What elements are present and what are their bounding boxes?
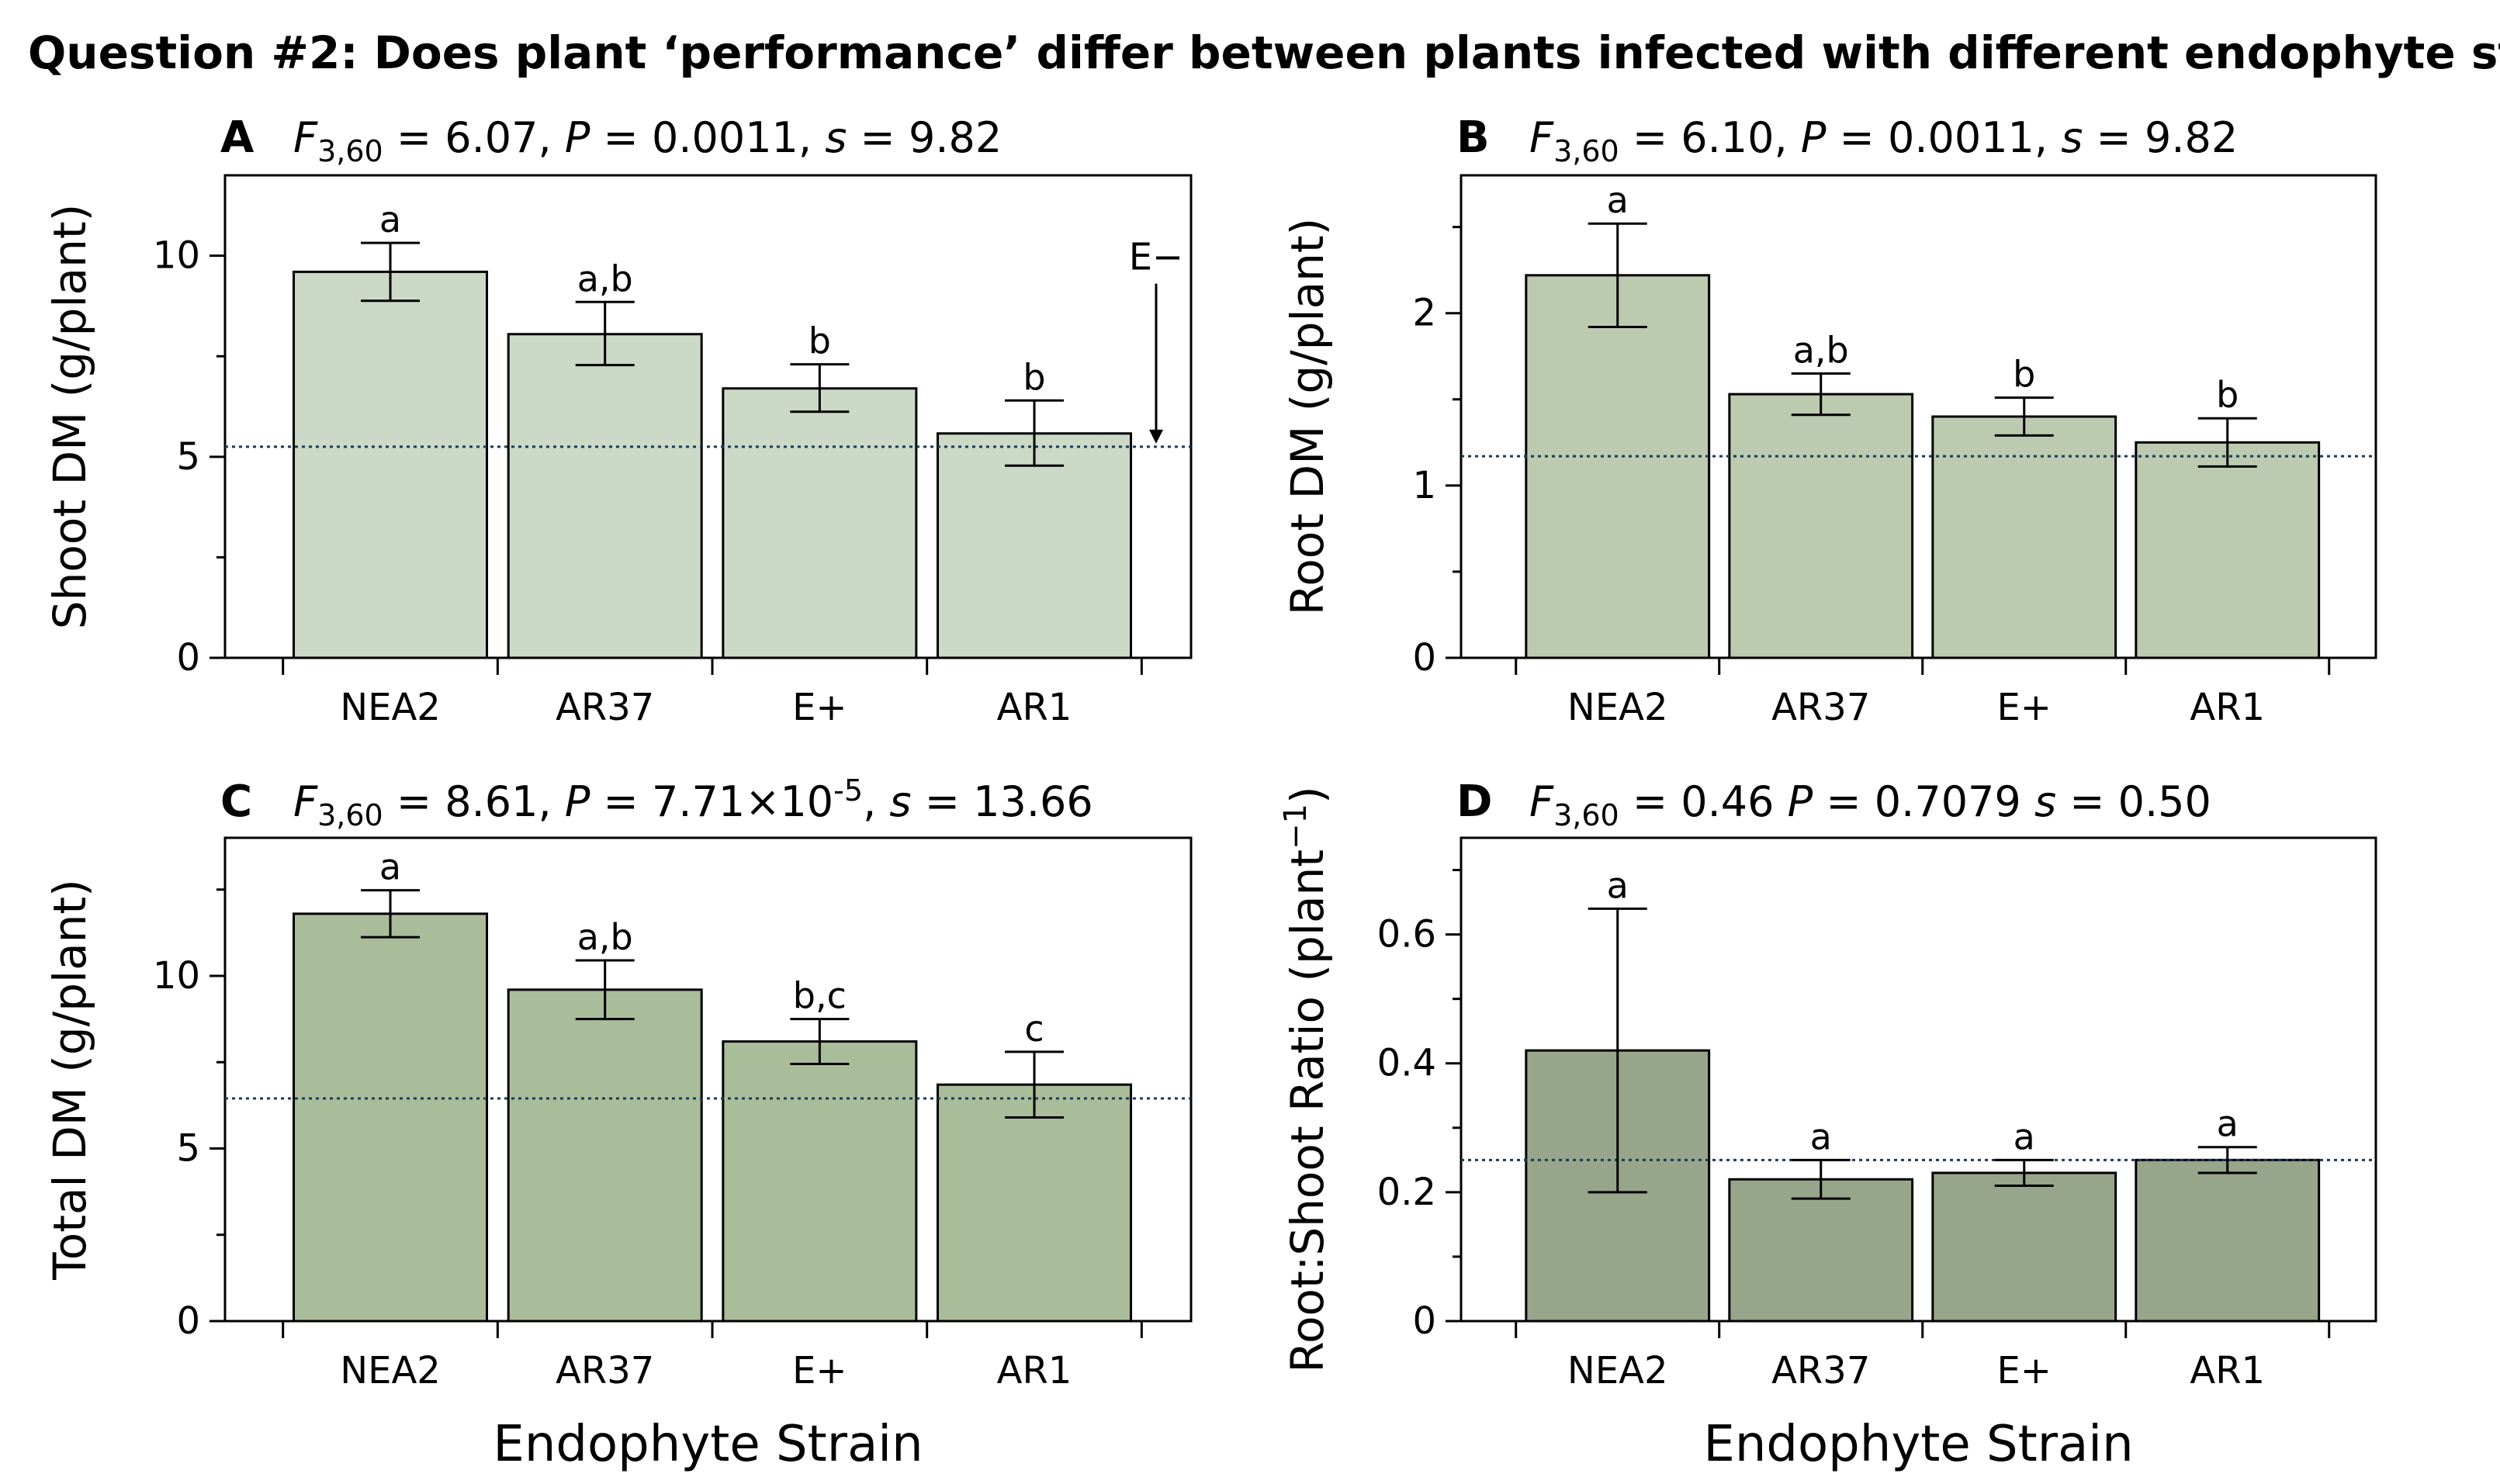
bar-nea2 <box>293 912 489 1323</box>
y-tick-label: 0 <box>176 1299 200 1343</box>
y-tick-label: 0.6 <box>1377 913 1436 956</box>
plot-frame <box>1459 836 2377 1323</box>
x-tick-label: AR37 <box>1771 686 1870 729</box>
x-tick-label: AR37 <box>556 686 654 729</box>
bar-ar37 <box>1728 1178 1914 1323</box>
significance-letter: a <box>1607 179 1629 221</box>
x-tick-label: NEA2 <box>340 686 441 729</box>
x-tick-label: AR1 <box>2190 686 2265 729</box>
x-axis-label: Endophyte Strain <box>1703 1416 2133 1473</box>
y-tick-label: 5 <box>176 1127 200 1171</box>
panel-b: B F3,60 = 6.10, P = 0.0011, s = 9.82 a a,b b… <box>1281 112 2377 729</box>
x-tick-label: NEA2 <box>1567 686 1668 729</box>
y-axis-label: Root:Shoot Ratio (plant−1) <box>1278 786 1334 1372</box>
y-tick-label: 2 <box>1412 292 1436 335</box>
significance-letter: a,b <box>577 258 633 299</box>
panel-c: C F3,60 = 8.61, P = 7.71×10-5, s = 13.66 a… <box>43 773 1193 1473</box>
bar-ar1 <box>2135 1158 2321 1323</box>
plot-frame <box>223 174 1193 659</box>
significance-letter: a <box>379 846 401 888</box>
y-axis-label: Total DM (g/plant) <box>43 879 96 1281</box>
x-tick-label: E+ <box>1996 1349 2052 1392</box>
significance-letter: b <box>1023 356 1045 398</box>
significance-letter: b <box>2216 374 2239 416</box>
plot-frame <box>223 836 1193 1323</box>
x-tick-label: E+ <box>792 1349 847 1392</box>
significance-letter: a <box>1607 864 1629 906</box>
significance-letter: b <box>809 320 831 362</box>
panel-letter: B <box>1456 112 1490 163</box>
bar-eplus <box>722 1040 918 1323</box>
x-tick-label: AR37 <box>556 1349 654 1392</box>
significance-letter: c <box>1024 1008 1044 1050</box>
y-tick-label: 0.2 <box>1377 1171 1436 1214</box>
panel-d: D F3,60 = 0.46 P = 0.7079 s = 0.50 a a a a 0 0.… <box>1278 777 2377 1473</box>
y-axis-label: Root DM (g/plant) <box>1281 218 1334 616</box>
x-tick-label: E+ <box>792 686 847 729</box>
arrow-head-icon <box>1149 429 1163 444</box>
stat-annotation: F3,60 = 6.10, P = 0.0011, s = 9.82 <box>1529 113 2238 168</box>
stat-annotation: F3,60 = 8.61, P = 7.71×10-5, s = 13.66 <box>293 773 1093 832</box>
plot-frame <box>1459 174 2377 659</box>
bar-nea2 <box>293 270 489 659</box>
y-tick-label: 10 <box>153 954 200 998</box>
significance-letter: b <box>2013 354 2035 396</box>
bar-eplus <box>1931 415 2117 659</box>
stat-annotation: F3,60 = 0.46 P = 0.7079 s = 0.50 <box>1529 777 2211 832</box>
y-tick-label: 5 <box>176 435 200 479</box>
x-tick-label: AR1 <box>997 686 1072 729</box>
e-minus-annotation: E− <box>1129 236 1184 279</box>
panel-a: A F3,60 = 6.07, P = 0.0011, s = 9.82 a a,b b… <box>43 112 1193 729</box>
panel-letter: D <box>1456 777 1492 827</box>
y-tick-label: 1 <box>1412 464 1436 507</box>
x-tick-label: AR1 <box>2190 1349 2265 1392</box>
significance-letter: b,c <box>793 975 847 1017</box>
x-tick-label: AR1 <box>997 1349 1072 1392</box>
x-tick-label: E+ <box>1996 686 2052 729</box>
y-tick-label: 0 <box>1412 636 1436 680</box>
y-tick-label: 10 <box>153 234 200 278</box>
x-tick-label: NEA2 <box>1567 1349 1668 1392</box>
figure-title: Question #2: Does plant ‘performance’ di… <box>28 26 2500 79</box>
significance-letter: a <box>1810 1116 1832 1157</box>
significance-letter: a <box>379 199 401 240</box>
significance-letter: a <box>2014 1116 2035 1157</box>
x-tick-label: NEA2 <box>340 1349 441 1392</box>
bar-ar37 <box>507 333 703 659</box>
bar-ar1 <box>937 432 1133 659</box>
significance-letter: a,b <box>1793 329 1849 371</box>
bar-eplus <box>722 387 918 659</box>
x-axis-label: Endophyte Strain <box>493 1416 923 1473</box>
significance-letter: a,b <box>577 916 633 958</box>
significance-letter: a <box>2217 1103 2239 1145</box>
bar-ar37 <box>507 988 703 1323</box>
bar-ar1 <box>937 1083 1133 1323</box>
bar-nea2 <box>1525 274 1711 659</box>
x-tick-label: AR37 <box>1771 1349 1870 1392</box>
bar-ar37 <box>1728 393 1914 659</box>
y-axis-label: Shoot DM (g/plant) <box>43 204 96 629</box>
bar-ar1 <box>2135 441 2321 659</box>
y-tick-label: 0.4 <box>1377 1042 1436 1085</box>
panel-letter: C <box>220 777 252 827</box>
y-tick-label: 0 <box>1412 1299 1436 1343</box>
panel-letter: A <box>220 112 255 163</box>
stat-annotation: F3,60 = 6.07, P = 0.0011, s = 9.82 <box>293 113 1002 168</box>
bar-eplus <box>1931 1171 2117 1323</box>
y-tick-label: 0 <box>176 636 200 680</box>
